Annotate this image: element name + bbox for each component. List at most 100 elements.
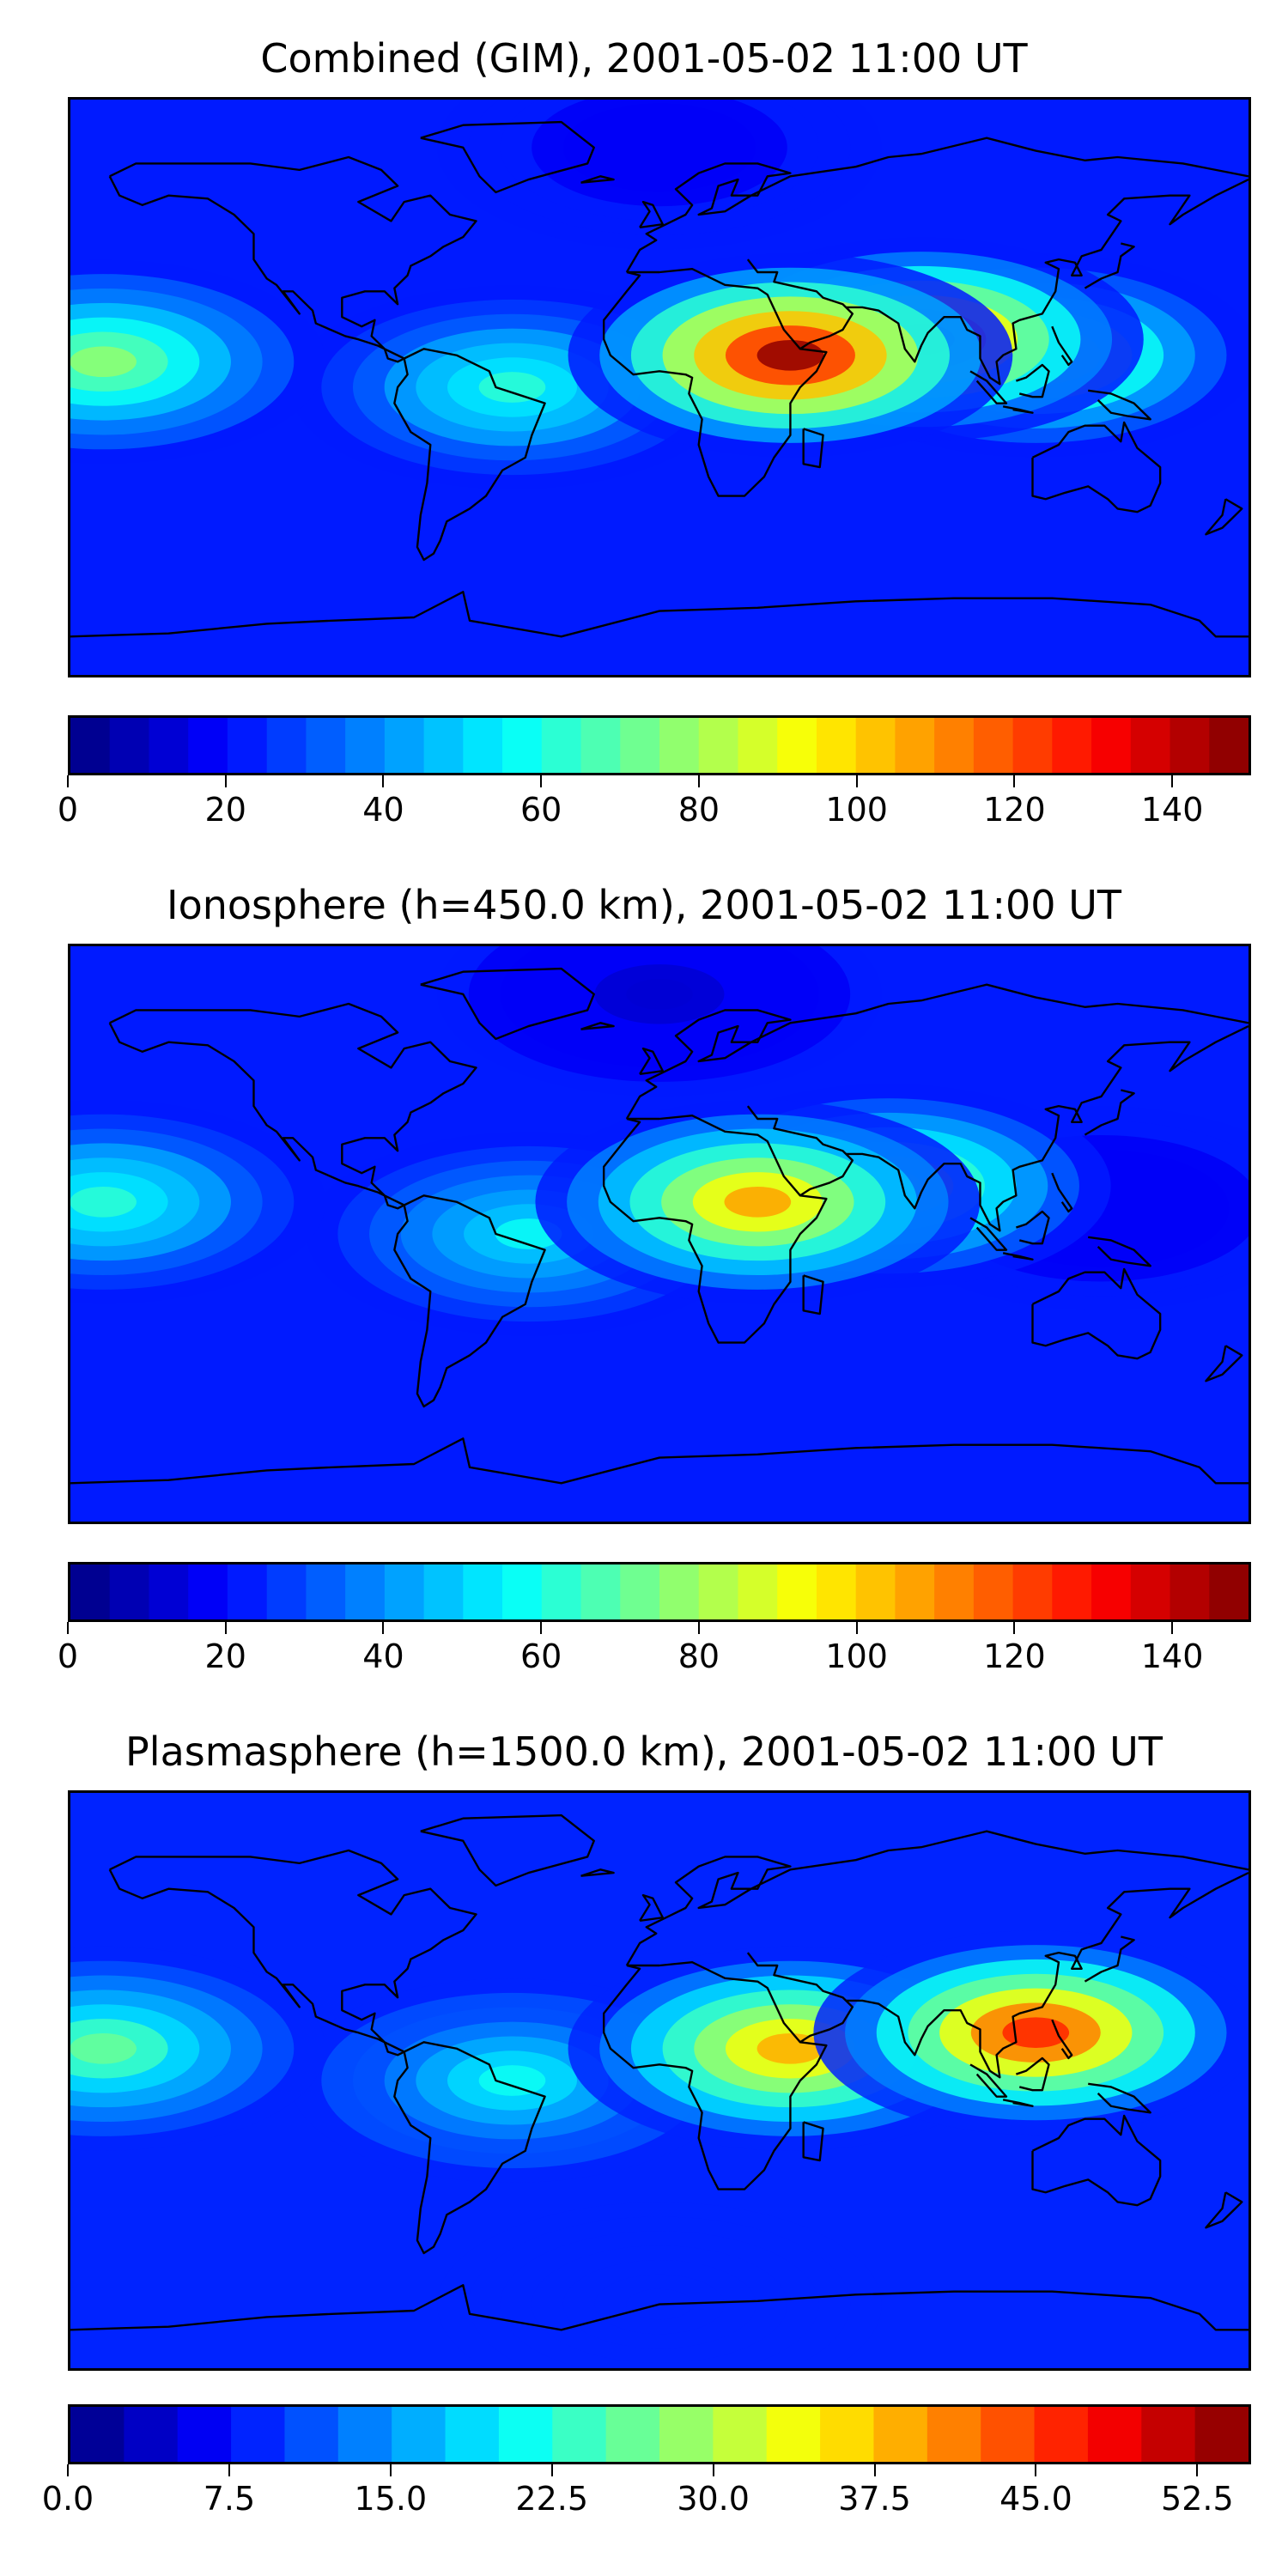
colorbar-swatch-2 [177,2407,232,2462]
colorbar-tick-label: 15.0 [354,2480,428,2518]
colorbar-tick [1171,1622,1174,1634]
coastline-9 [1002,405,1034,414]
panel-2-colorbar [68,1562,1251,1622]
colorbar-tick-label: 40 [362,1637,404,1675]
coastline-8 [969,1217,1008,1251]
colorbar-swatch-25 [1052,718,1092,773]
coastline-15 [580,175,615,184]
coastline-0 [108,155,477,363]
panel-2-field [70,946,1249,1522]
colorbar-tick [1196,2464,1199,2476]
panel-3-map-plot [70,1793,1249,2368]
coastline-2 [420,1814,595,1887]
coastline-2 [420,967,595,1041]
colorbar-tick [855,1622,858,1634]
colorbar-swatch-8 [384,718,425,773]
coastline-0 [108,1849,477,2057]
coastline-18 [1205,2191,1243,2229]
coastline-11 [1088,2082,1151,2114]
colorbar-swatch-17 [738,1564,778,1619]
coastline-5 [746,258,854,350]
colorbar-tick [67,1622,69,1634]
field-feature-4-level-6 [1002,2017,1070,2049]
colorbar-swatch-9 [552,2407,607,2462]
colorbar-tick-label: 0 [57,791,79,829]
field-feature-3-level-6 [70,1186,137,1218]
colorbar-swatch-15 [659,1564,700,1619]
colorbar-swatch-24 [1012,718,1053,773]
coastline-16 [802,428,824,469]
panel-2-colorbar-ticks: 0 20 40 60 80 100 120 140 [58,1622,1251,1675]
colorbar-tick-label: 52.5 [1161,2480,1234,2518]
coastline-10 [1016,2057,1050,2092]
colorbar-swatch-28 [1170,1564,1210,1619]
colorbar-swatch-18 [1034,2407,1089,2462]
coastline-2 [420,120,595,194]
colorbar-swatch-0 [70,2407,125,2462]
colorbar-swatch-21 [1194,2407,1249,2462]
colorbar-swatch-3 [188,1564,228,1619]
coastline-6 [846,1871,1249,2079]
colorbar-tick-label: 80 [677,791,720,829]
colorbar-swatch-7 [345,718,386,773]
colorbar-tick-label: 0 [57,1637,79,1675]
colorbar-swatch-12 [541,1564,582,1619]
coastline-16 [802,2121,824,2162]
panel-1-map [68,97,1251,677]
coastline-6 [846,1024,1249,1232]
colorbar-swatch-20 [855,718,896,773]
colorbar-tick [712,2464,714,2476]
colorbar-swatch-1 [109,1564,150,1619]
colorbar-tick [382,775,385,787]
colorbar-swatch-15 [873,2407,928,2462]
coastline-11 [1088,1236,1151,1267]
panel-1-coastlines [70,120,1249,638]
panel-3-title: Plasmasphere (h=1500.0 km), 2001-05-02 1… [125,1728,1163,1775]
colorbar-swatch-16 [927,2407,981,2462]
colorbar-swatch-26 [1091,718,1132,773]
coastline-1 [393,348,546,562]
coastline-7 [1084,242,1135,289]
colorbar-tick [540,1622,543,1634]
colorbar-swatch-16 [698,718,739,773]
field-feature-5-level-6 [724,1186,792,1218]
coastline-10 [1016,1210,1050,1245]
colorbar-swatch-2 [149,1564,189,1619]
colorbar-swatch-3 [188,718,228,773]
coastline-1 [393,1194,546,1408]
coastline-9 [1002,2099,1034,2107]
colorbar-swatch-11 [502,718,543,773]
colorbar-tick-label: 20 [204,1637,246,1675]
panel-2-coastlines [70,967,1249,1485]
coastline-1 [393,2041,546,2255]
colorbar-tick [224,775,227,787]
coastline-12 [1031,421,1162,513]
field-feature-5-level-6 [756,339,824,371]
panel-1-colorbar-ticks: 0 20 40 60 80 100 120 140 [58,775,1251,829]
colorbar-tick [1171,775,1174,787]
colorbar-tick [67,2464,69,2476]
colorbar-swatch-25 [1052,1564,1092,1619]
colorbar-swatch-10 [463,1564,503,1619]
colorbar-tick [697,1622,700,1634]
colorbar-swatch-4 [284,2407,339,2462]
coastline-5 [746,1952,854,2044]
colorbar-swatch-10 [605,2407,660,2462]
field-feature-2-level-6 [70,2032,137,2064]
panel-2-map [68,944,1251,1524]
colorbar-swatch-23 [973,1564,1014,1619]
colorbar-swatch-0 [70,1564,111,1619]
colorbar-swatch-20 [1141,2407,1196,2462]
colorbar-swatch-6 [392,2407,447,2462]
colorbar-swatch-18 [777,1564,817,1619]
colorbar-tick-label: 60 [520,1637,562,1675]
colorbar-tick [1035,2464,1037,2476]
coastline-18 [1205,498,1243,536]
coastline-16 [802,1274,824,1315]
colorbar-swatch-12 [541,718,582,773]
coastline-6 [846,178,1249,386]
colorbar-swatch-1 [109,718,150,773]
colorbar-swatch-6 [306,718,346,773]
coastline-13 [70,591,1249,638]
coastline-14 [639,1893,664,1923]
